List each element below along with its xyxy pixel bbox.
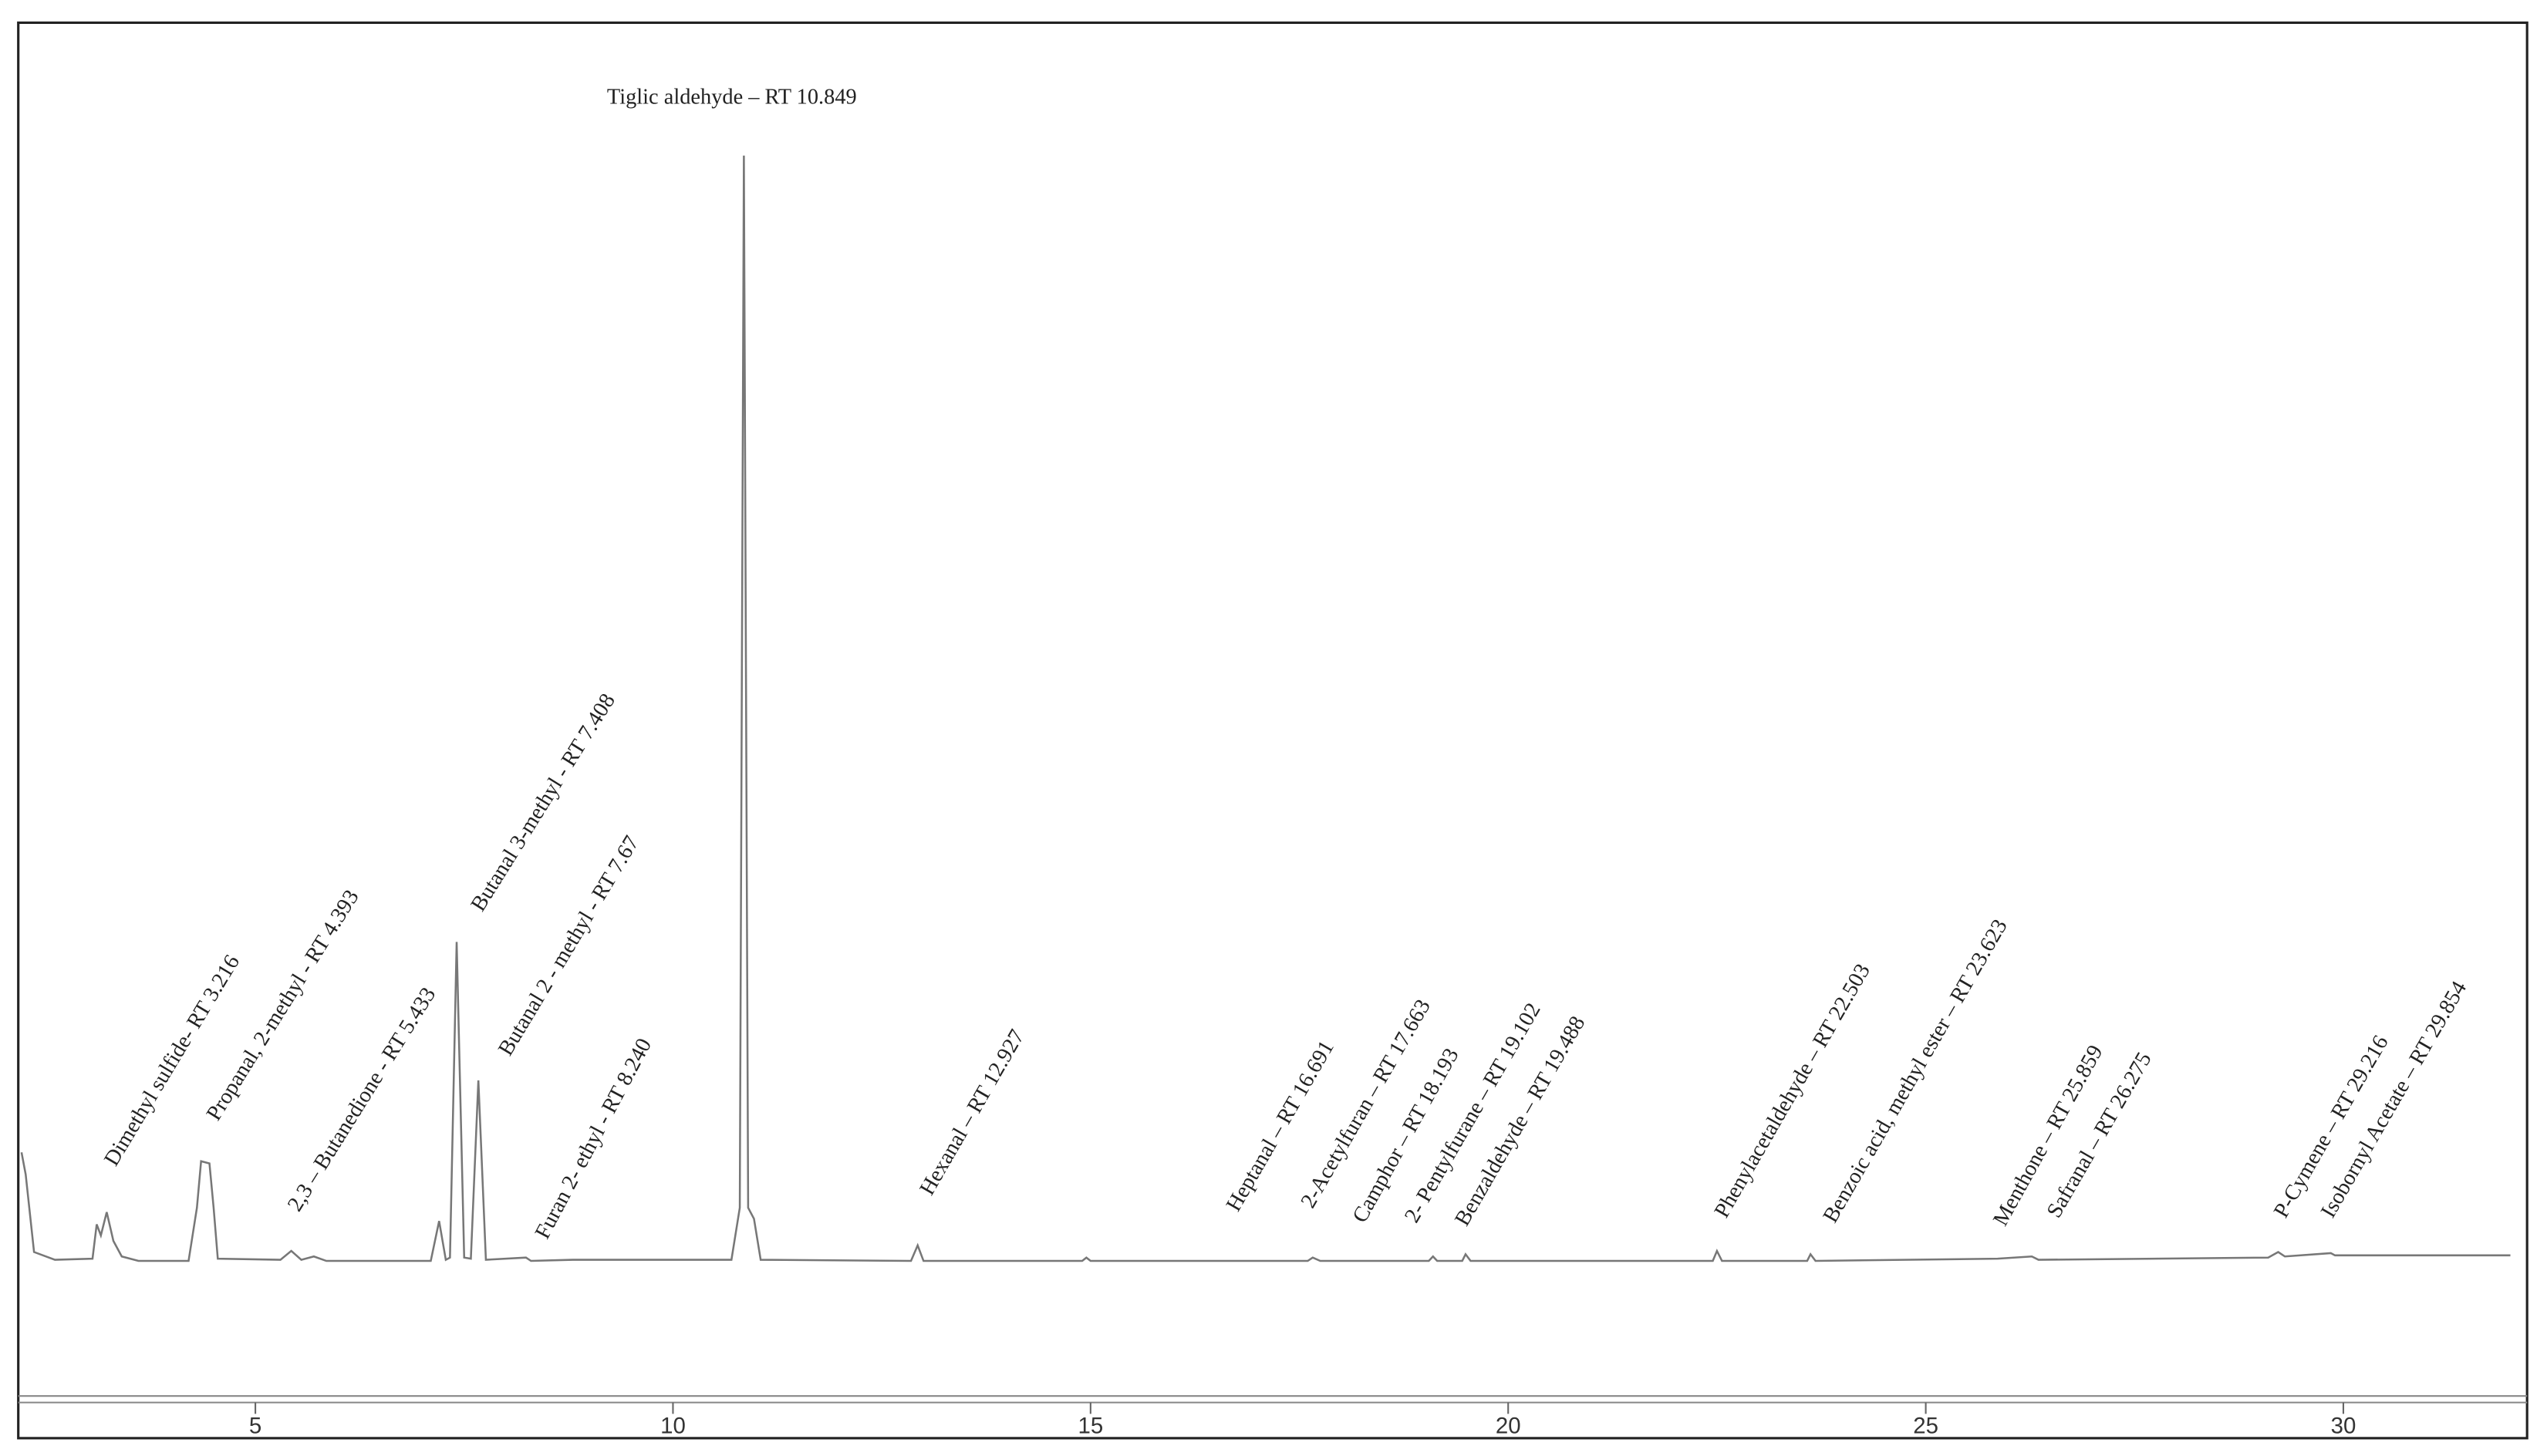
x-tick-label: 10 [660,1414,686,1439]
x-tick-label: 15 [1078,1414,1103,1439]
x-tick-label: 30 [2331,1414,2356,1439]
x-tick-label: 5 [249,1414,261,1439]
peak-annotation: Benzoic acid, methyl ester – RT 23.623 [1819,915,2012,1227]
x-tick-label: 25 [1913,1414,1938,1439]
peak-annotation: Furan 2- ethyl - RT 8.240 [531,1035,656,1243]
peak-annotation: Tiglic aldehyde – RT 10.849 [607,86,857,110]
peak-annotation: Hexanal – RT 12.927 [916,1026,1030,1199]
peak-annotation: 2,3 – Butanedione - RT 5.433 [283,983,440,1215]
plot-frame [17,21,2528,1440]
x-tick-label: 20 [1496,1414,1521,1439]
peak-annotation: Propanal, 2-methyl - RT 4.393 [202,886,364,1125]
chromatogram-trace [20,155,2511,1262]
peak-annotation: Dimethyl sulfide- RT 3.216 [100,951,245,1170]
